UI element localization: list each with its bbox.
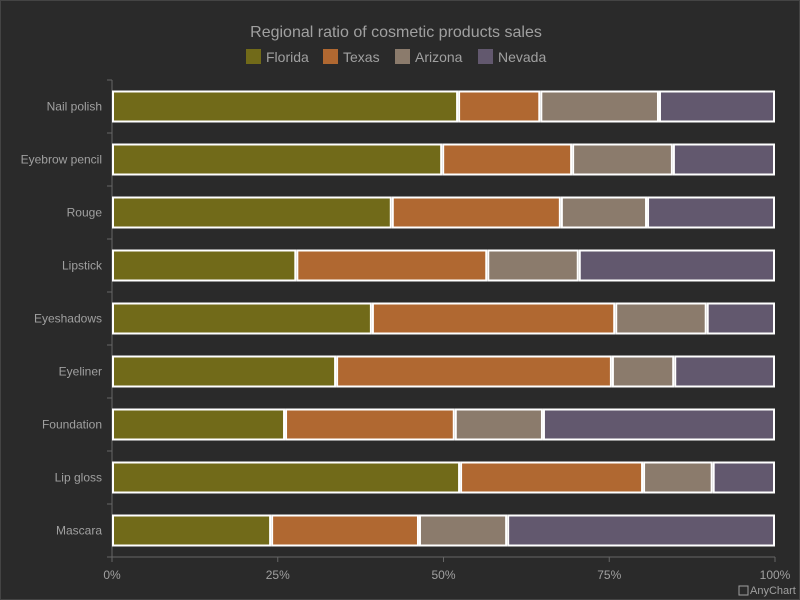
bar-arizona-foundation[interactable] bbox=[454, 408, 543, 441]
y-tick-label: Nail polish bbox=[47, 100, 102, 114]
bar-nevada-eyebrow-pencil[interactable] bbox=[672, 143, 776, 176]
bar-florida-eyeliner[interactable] bbox=[112, 355, 337, 388]
bar-texas-foundation[interactable] bbox=[285, 408, 455, 441]
legend-item-nevada[interactable]: Nevada bbox=[478, 49, 546, 65]
bar-nevada-rouge[interactable] bbox=[647, 196, 776, 229]
y-tick-label: Eyeshadows bbox=[34, 312, 102, 326]
bar-texas-lip-gloss[interactable] bbox=[460, 461, 644, 494]
legend-swatch bbox=[246, 49, 261, 64]
bar-texas-rouge[interactable] bbox=[391, 196, 561, 229]
bar-arizona-eyebrow-pencil[interactable] bbox=[572, 143, 673, 176]
bar-florida-foundation[interactable] bbox=[112, 408, 286, 441]
y-tick-label: Lipstick bbox=[62, 259, 103, 273]
x-tick-label: 50% bbox=[431, 568, 455, 582]
bar-arizona-lipstick[interactable] bbox=[487, 249, 579, 282]
legend-item-florida[interactable]: Florida bbox=[246, 49, 309, 65]
legend-label: Arizona bbox=[415, 49, 463, 65]
bar-arizona-mascara[interactable] bbox=[418, 514, 508, 547]
plot-area: 0% 25% 50% 75% 100% Nail polish Eyebrow pencil… bbox=[21, 79, 791, 582]
bar-texas-eyebrow-pencil[interactable] bbox=[442, 143, 573, 176]
bar-florida-eyeshadows[interactable] bbox=[112, 302, 372, 335]
x-tick-label: 100% bbox=[760, 568, 791, 582]
bar-nevada-eyeliner[interactable] bbox=[674, 355, 775, 388]
y-tick-label: Lip gloss bbox=[55, 471, 102, 485]
bar-nevada-lipstick[interactable] bbox=[578, 249, 776, 282]
legend-item-arizona[interactable]: Arizona bbox=[395, 49, 463, 65]
credit-label: AnyChart bbox=[750, 585, 796, 597]
x-tick-label: 25% bbox=[266, 568, 290, 582]
x-tick-label: 0% bbox=[103, 568, 121, 582]
credit[interactable]: AnyChart bbox=[738, 585, 796, 597]
legend-item-texas[interactable]: Texas bbox=[323, 49, 380, 65]
bar-arizona-rouge[interactable] bbox=[560, 196, 648, 229]
bar-texas-mascara[interactable] bbox=[271, 514, 419, 547]
bar-nevada-nail-polish[interactable] bbox=[658, 90, 775, 123]
bar-texas-eyeshadows[interactable] bbox=[371, 302, 616, 335]
y-tick-label: Mascara bbox=[56, 524, 102, 538]
x-tick-label: 75% bbox=[597, 568, 621, 582]
anychart-logo-icon bbox=[738, 585, 749, 596]
bar-arizona-eyeliner[interactable] bbox=[611, 355, 675, 388]
bar-florida-nail-polish[interactable] bbox=[112, 90, 459, 123]
legend-swatch bbox=[395, 49, 410, 64]
bar-texas-eyeliner[interactable] bbox=[336, 355, 612, 388]
y-tick-label: Eyebrow pencil bbox=[21, 153, 102, 167]
bar-nevada-eyeshadows[interactable] bbox=[706, 302, 775, 335]
legend-swatch bbox=[478, 49, 493, 64]
y-tick-label: Eyeliner bbox=[59, 365, 102, 379]
bar-florida-rouge[interactable] bbox=[112, 196, 392, 229]
bar-florida-mascara[interactable] bbox=[112, 514, 272, 547]
bar-nevada-mascara[interactable] bbox=[507, 514, 775, 547]
chart-title: Regional ratio of cosmetic products sale… bbox=[250, 24, 542, 41]
y-tick-label: Foundation bbox=[42, 418, 102, 432]
bar-florida-lip-gloss[interactable] bbox=[112, 461, 461, 494]
bar-florida-lipstick[interactable] bbox=[112, 249, 297, 282]
bar-nevada-lip-gloss[interactable] bbox=[712, 461, 775, 494]
legend-label: Florida bbox=[266, 49, 309, 65]
bar-arizona-eyeshadows[interactable] bbox=[615, 302, 707, 335]
y-tick-label: Rouge bbox=[67, 206, 103, 220]
bar-texas-lipstick[interactable] bbox=[296, 249, 488, 282]
bar-florida-eyebrow-pencil[interactable] bbox=[112, 143, 443, 176]
legend-label: Texas bbox=[343, 49, 380, 65]
bar-texas-nail-polish[interactable] bbox=[458, 90, 541, 123]
legend-swatch bbox=[323, 49, 338, 64]
legend: Florida Texas Arizona Nevada bbox=[246, 49, 546, 65]
bar-arizona-lip-gloss[interactable] bbox=[643, 461, 713, 494]
legend-label: Nevada bbox=[498, 49, 546, 65]
bar-nevada-foundation[interactable] bbox=[542, 408, 776, 441]
bar-arizona-nail-polish[interactable] bbox=[540, 90, 659, 123]
